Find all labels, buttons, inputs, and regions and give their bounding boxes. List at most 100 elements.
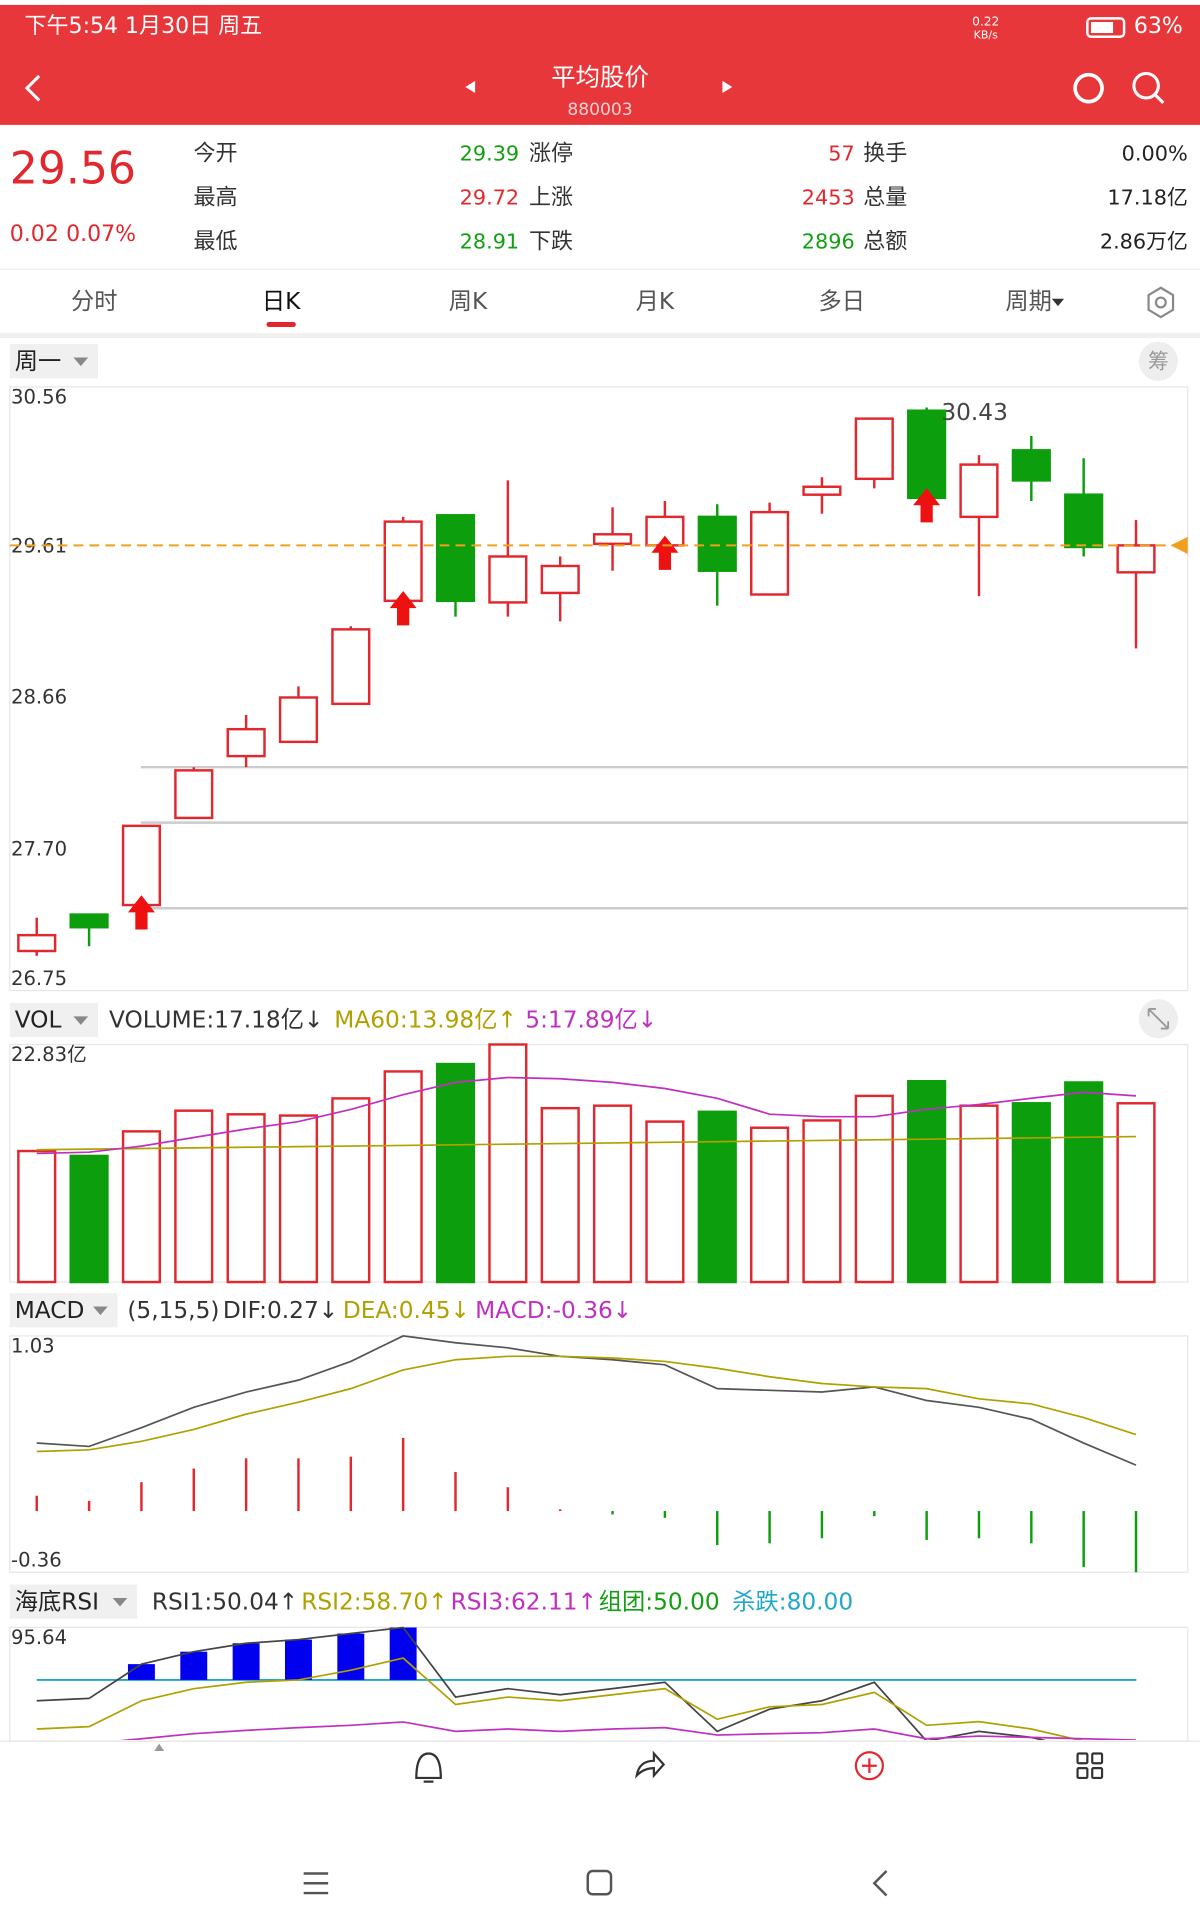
tab[interactable]: 多日 — [818, 288, 865, 315]
line-rsi2 — [36, 1657, 1083, 1740]
rsi-bar — [285, 1639, 312, 1680]
legend-entry: RSI3:62.11↑ — [451, 1588, 597, 1615]
battery-text: 63% — [1134, 14, 1183, 39]
volume-bar — [488, 1043, 528, 1284]
volume-bar — [17, 1149, 57, 1284]
candle-body — [383, 520, 423, 603]
candle-body — [907, 409, 947, 500]
stat-value: 17.18亿 — [1107, 185, 1187, 209]
rsi-bar — [232, 1643, 260, 1680]
stat-value: 57 — [828, 141, 854, 165]
price: 29.56 — [10, 143, 136, 194]
next-button[interactable] — [722, 80, 733, 94]
volume-bar — [854, 1094, 894, 1284]
selector-arrow — [112, 1597, 128, 1607]
line-dif — [36, 1335, 1137, 1466]
settings-button[interactable] — [1147, 286, 1175, 319]
stat-value: 29.72 — [460, 185, 520, 209]
battery-level — [1091, 22, 1114, 34]
tab[interactable]: 分时 — [71, 288, 118, 315]
volume-bar — [121, 1130, 162, 1284]
candle-body — [278, 696, 319, 744]
buy-signal — [389, 591, 417, 626]
index-up-icon — [154, 1743, 165, 1752]
tab-underline — [266, 322, 296, 327]
bottom-nav — [0, 1741, 1200, 1916]
change: 0.02 — [10, 222, 59, 247]
indicator-name: MACD — [15, 1297, 85, 1324]
volume-bar — [69, 1154, 109, 1284]
line-rsi3 — [119, 1721, 1137, 1740]
legend-entry: MACD:-0.36↓ — [475, 1297, 632, 1324]
y-tick-label: 1.03 — [11, 1334, 55, 1357]
back-key[interactable] — [872, 1870, 888, 1897]
volume-bar — [383, 1070, 423, 1284]
search-button[interactable] — [1132, 71, 1160, 100]
stat-label: 换手 — [863, 141, 907, 166]
net-speed: 0.22 — [972, 15, 999, 29]
indicator-name: 周一 — [15, 348, 62, 375]
charts: 周一 30.56 29.61 28.66 27.70 26.75 30.43 VOL VOLUM… — [9, 344, 1188, 1740]
y-tick-label: 28.66 — [11, 685, 67, 708]
y-tick-label: -0.36 — [11, 1549, 62, 1572]
current-price-marker — [1170, 536, 1188, 554]
volume-bar — [1116, 1102, 1156, 1284]
status-time: 下午5:54 1月30日 周五 — [24, 14, 262, 39]
share-icon[interactable] — [635, 1750, 666, 1779]
legend-entry: MA60:13.98亿↑ — [334, 1007, 517, 1034]
price-frame — [9, 386, 1189, 992]
more-icon[interactable] — [1076, 1752, 1104, 1780]
line-5 — [36, 1076, 1137, 1155]
top-bar — [0, 4, 1200, 125]
candle-body — [750, 510, 790, 596]
tab[interactable]: 日K — [262, 288, 301, 315]
volume-bar — [435, 1062, 476, 1284]
candle-body — [174, 769, 214, 820]
assistant-icon[interactable] — [1073, 72, 1104, 104]
legend-entry: 杀跌:80.00 — [732, 1588, 853, 1615]
volume-bar — [1011, 1102, 1051, 1284]
volume-bar — [697, 1110, 737, 1284]
stock-code: 880003 — [567, 100, 632, 120]
candle-body — [802, 485, 842, 496]
stat-value: 2.86万亿 — [1100, 229, 1188, 253]
rsi-bar — [127, 1664, 155, 1680]
line-rsi1 — [36, 1626, 1047, 1740]
indicator-name: 海底RSI — [15, 1588, 99, 1615]
legend-entry: RSI1:50.04↑ — [152, 1588, 298, 1615]
candle-body — [592, 533, 633, 546]
prev-button[interactable] — [465, 80, 476, 94]
stat-label: 总量 — [863, 185, 907, 210]
macd-frame — [9, 1335, 1189, 1573]
settings-dot — [1154, 296, 1167, 309]
y-tick-label: 30.56 — [11, 385, 67, 408]
tab[interactable]: 月K — [636, 288, 675, 315]
stat-label: 最高 — [193, 185, 237, 210]
rsi-frame — [9, 1626, 1189, 1742]
tab[interactable]: 周期 — [1005, 288, 1052, 315]
legend-entry: VOLUME:17.18亿↓ — [109, 1007, 323, 1034]
volume-bar — [540, 1106, 580, 1284]
stat-label: 最低 — [193, 229, 237, 254]
volume-bar — [802, 1119, 842, 1284]
candle-body — [540, 564, 580, 595]
add-icon[interactable] — [854, 1751, 884, 1781]
home-key[interactable] — [586, 1869, 613, 1896]
battery-icon — [1086, 17, 1126, 38]
tab[interactable]: 周K — [449, 288, 488, 315]
volume-bar — [278, 1114, 319, 1284]
back-button[interactable] — [24, 74, 41, 102]
change-pct: 0.07% — [66, 222, 136, 247]
volume-bar — [174, 1109, 214, 1284]
volume-bar — [645, 1120, 685, 1284]
legend-entry: 组团:50.00 — [599, 1588, 720, 1615]
chip-icon: 筹 — [1148, 349, 1169, 373]
candle-body — [69, 913, 109, 929]
candle-body — [854, 417, 894, 481]
legend-entry: DEA:0.45↓ — [343, 1297, 470, 1324]
chip-button[interactable] — [1138, 341, 1178, 381]
stat-label: 涨停 — [529, 141, 573, 166]
alert-icon[interactable] — [415, 1752, 442, 1783]
selector-arrow — [93, 1306, 108, 1316]
menu-key[interactable] — [303, 1872, 329, 1895]
